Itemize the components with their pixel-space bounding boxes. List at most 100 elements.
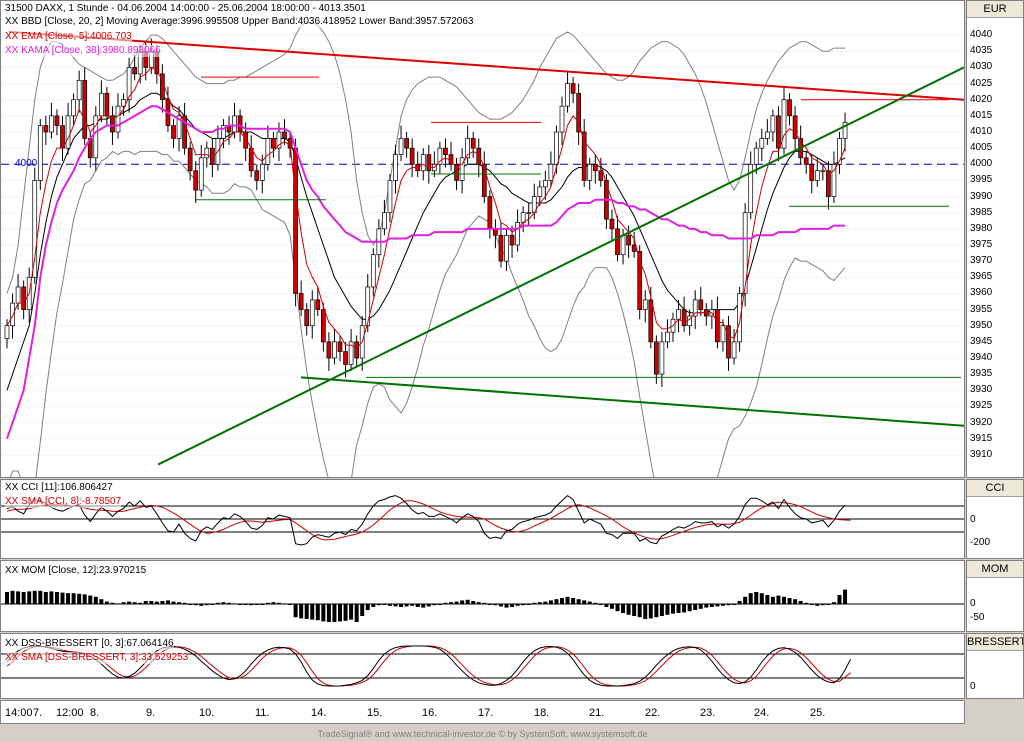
cci-pane[interactable]: XX CCI [11]:106.806427 XX SMA [CCI, 8]:-… [0, 479, 965, 559]
mom-bar [288, 604, 293, 605]
mom-bar [343, 604, 348, 621]
candle-body [620, 234, 626, 256]
mom-bar [432, 604, 437, 606]
mom-bar [271, 602, 276, 604]
x-label: 12:00 [56, 707, 84, 719]
mom-bar [754, 592, 759, 604]
legend-bbd: XX BBD [Close, 20, 2] Moving Average:399… [5, 16, 474, 28]
mom-bar [77, 593, 82, 604]
price-tick-label: 3985 [970, 206, 993, 218]
mom-bar [332, 604, 337, 622]
mom-bar [254, 604, 259, 605]
mom-bar [715, 604, 720, 607]
x-label: 14. [311, 707, 327, 719]
mom-bar [238, 604, 243, 605]
mom-bar [210, 604, 215, 605]
price-tick-label: 3995 [970, 174, 993, 186]
ref-label-4000: 4000 [15, 158, 38, 169]
mom-bar [221, 602, 226, 604]
mom-bar [138, 602, 143, 604]
candle-body [726, 325, 731, 359]
cci-axis-title: CCI [967, 480, 1023, 497]
kama-line [6, 105, 845, 440]
mom-bar [671, 604, 675, 614]
price-tick-label: 3980 [970, 222, 993, 234]
mom-bar [510, 604, 515, 607]
candle-body [65, 115, 71, 149]
mom-bar [615, 604, 620, 612]
mom-pane[interactable]: XX MOM [Close, 12]:23.970215 [0, 560, 965, 632]
candle-body [787, 99, 792, 117]
candle-body [826, 170, 831, 197]
mom-bar [282, 603, 287, 605]
mom-bar [582, 600, 587, 604]
candle-body [4, 325, 10, 339]
mom-bar [793, 599, 798, 604]
candle-body [259, 163, 265, 181]
mom-tick-minus50: -50 [970, 612, 985, 623]
candle-body [332, 341, 337, 359]
candle-body [321, 309, 326, 343]
price-chart [1, 21, 964, 477]
mom-bar [837, 595, 842, 604]
candle-body [681, 309, 687, 327]
candle-body [720, 325, 726, 343]
candle-body [609, 218, 615, 230]
mom-bar [304, 604, 309, 619]
candle-body [515, 222, 520, 246]
candle-body [204, 147, 210, 159]
price-tick-label: 4015 [970, 109, 993, 121]
candle-body [776, 115, 781, 149]
candle-body [459, 157, 465, 181]
candle-body [404, 138, 409, 149]
candle-body [21, 286, 26, 310]
mom-bar [177, 602, 182, 604]
candle-body [82, 79, 88, 139]
candle-body [420, 154, 426, 172]
mom-bar [843, 589, 848, 604]
candle-body [98, 92, 104, 117]
bollinger-lower-band [9, 150, 846, 477]
mom-bar [276, 602, 281, 604]
candle-body [498, 234, 504, 262]
candle-body [348, 341, 354, 365]
candle-body [465, 138, 470, 159]
cci-tick-0: 0 [970, 514, 976, 525]
time-axis: 14:00 7. 12:00 8. 9. 10. 11. 14. 15. 16.… [0, 700, 965, 724]
mom-bar [132, 602, 137, 604]
price-tick-label: 3975 [970, 239, 993, 250]
candle-body [437, 147, 443, 165]
candle-body [426, 154, 432, 172]
cci-chart [1, 494, 964, 546]
mom-bar [826, 604, 831, 605]
mom-bar [71, 593, 76, 604]
mom-bar [732, 604, 737, 605]
candle-body [293, 147, 298, 294]
mom-bar [321, 604, 326, 622]
mom-bar [171, 601, 176, 604]
x-label: 10. [199, 707, 215, 719]
candle-body [559, 105, 565, 133]
mom-bar [665, 604, 670, 615]
candle-body [171, 125, 176, 139]
mom-bar [565, 596, 570, 604]
candle-body [653, 341, 659, 375]
candle-body [282, 131, 287, 139]
price-tick-label: 4005 [970, 142, 993, 154]
candle-body [737, 293, 742, 343]
candle-body [676, 309, 681, 320]
candle-body [393, 154, 398, 181]
candle-body [271, 138, 276, 149]
mom-bar [759, 593, 764, 604]
price-pane[interactable]: 31500 DAXX, 1 Stunde - 04.06.2004 14:00:… [0, 0, 965, 478]
x-label: 21. [589, 707, 605, 719]
mom-bar [415, 604, 420, 607]
price-tick-label: 3920 [970, 416, 993, 428]
candle-body [615, 228, 620, 256]
candle-body [814, 170, 820, 181]
candle-body [232, 115, 237, 133]
dss-pane[interactable]: XX DSS-BRESSERT [0, 3]:67.064146 XX SMA … [0, 633, 965, 699]
cci-tick-minus200: -200 [970, 537, 991, 548]
mom-bar [659, 604, 664, 616]
dss-axis-title: BRESSERT [967, 634, 1023, 651]
